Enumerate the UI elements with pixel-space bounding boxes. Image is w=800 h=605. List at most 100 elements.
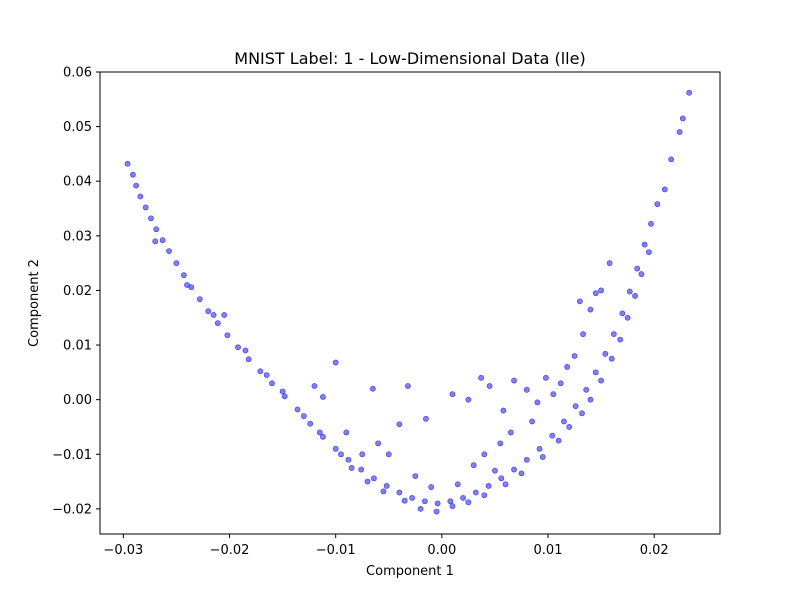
data-point — [580, 331, 586, 338]
data-point — [566, 424, 573, 430]
data-point — [598, 287, 604, 294]
y-axis: −0.02 −0.01 0.00 0.01 0.02 0.03 0.04 0.05 0.06 — [52, 66, 100, 517]
data-point — [542, 374, 549, 381]
data-point — [214, 320, 221, 327]
data-point — [137, 193, 144, 200]
y-tick-label: 0.06 — [63, 66, 92, 81]
data-point — [549, 432, 556, 439]
data-point — [320, 433, 326, 440]
data-point — [359, 451, 366, 458]
data-point — [245, 356, 252, 363]
data-point — [507, 429, 514, 436]
data-point — [124, 160, 131, 167]
data-point — [587, 306, 594, 313]
data-point — [638, 271, 645, 277]
data-point — [133, 182, 139, 189]
data-point — [370, 475, 377, 482]
data-point — [686, 89, 693, 96]
data-point — [610, 331, 617, 338]
data-point — [210, 312, 217, 318]
data-point — [447, 498, 454, 505]
y-tick-label: 0.05 — [63, 120, 92, 135]
x-tick-label: −0.01 — [316, 543, 356, 558]
data-point — [555, 437, 562, 444]
x-tick-label: −0.02 — [210, 543, 250, 558]
data-point — [369, 385, 376, 392]
data-point — [148, 215, 154, 222]
data-point — [396, 421, 403, 428]
data-point — [449, 503, 456, 510]
data-point — [564, 363, 571, 370]
data-point — [648, 220, 654, 227]
data-point — [404, 383, 411, 389]
data-point — [421, 498, 428, 505]
data-point — [592, 369, 599, 376]
data-point — [383, 483, 390, 489]
data-point — [579, 410, 585, 417]
data-point — [173, 260, 180, 267]
points-layer — [124, 89, 693, 515]
data-point — [470, 462, 477, 469]
data-point — [511, 466, 517, 473]
data-point — [536, 445, 543, 452]
y-tick-label: −0.01 — [52, 448, 92, 463]
data-point — [345, 456, 352, 463]
data-point — [478, 374, 485, 381]
axes-frame — [99, 71, 721, 535]
data-point — [221, 312, 228, 318]
data-point — [279, 388, 286, 395]
data-point — [184, 282, 190, 288]
data-point — [645, 249, 652, 256]
data-point — [348, 465, 355, 471]
data-point — [518, 470, 525, 477]
y-tick-label: 0.02 — [63, 284, 92, 299]
data-point — [486, 383, 493, 389]
x-tick-label: −0.03 — [103, 543, 143, 558]
data-point — [481, 451, 488, 458]
data-point — [523, 456, 530, 463]
y-tick-label: 0.01 — [63, 339, 92, 354]
data-point — [485, 483, 492, 489]
data-point — [632, 292, 638, 299]
data-point — [433, 508, 440, 515]
data-point — [434, 500, 441, 507]
data-point — [142, 204, 149, 211]
data-point — [472, 489, 479, 496]
data-point — [300, 413, 307, 419]
data-point — [401, 497, 408, 504]
data-point — [587, 396, 594, 403]
data-point — [196, 296, 203, 303]
data-point — [153, 226, 160, 233]
data-point — [654, 201, 661, 208]
data-point — [502, 481, 509, 488]
data-point — [152, 238, 159, 245]
x-tick-label: 0.01 — [534, 543, 563, 558]
y-tick-label: 0.03 — [63, 229, 92, 244]
data-point — [257, 368, 264, 375]
y-tick-label: 0.00 — [63, 393, 92, 408]
data-point — [576, 298, 583, 305]
data-point — [242, 347, 249, 354]
data-point — [269, 380, 275, 387]
data-point — [338, 451, 344, 458]
data-point — [417, 505, 424, 512]
data-point — [481, 492, 488, 499]
data-point — [539, 454, 546, 460]
data-point — [571, 353, 578, 359]
data-point — [606, 260, 613, 267]
y-axis-title: Component 2 — [27, 259, 42, 347]
data-point — [465, 396, 472, 403]
data-point — [385, 451, 392, 458]
data-point — [465, 499, 472, 506]
data-point — [449, 391, 456, 398]
data-point — [492, 467, 498, 474]
data-point — [572, 403, 579, 410]
y-tick-label: 0.04 — [63, 175, 92, 190]
data-point — [311, 383, 318, 389]
data-point — [130, 171, 136, 178]
data-point — [550, 391, 557, 398]
data-point — [316, 429, 323, 436]
data-point — [460, 495, 466, 501]
data-point — [409, 495, 416, 501]
